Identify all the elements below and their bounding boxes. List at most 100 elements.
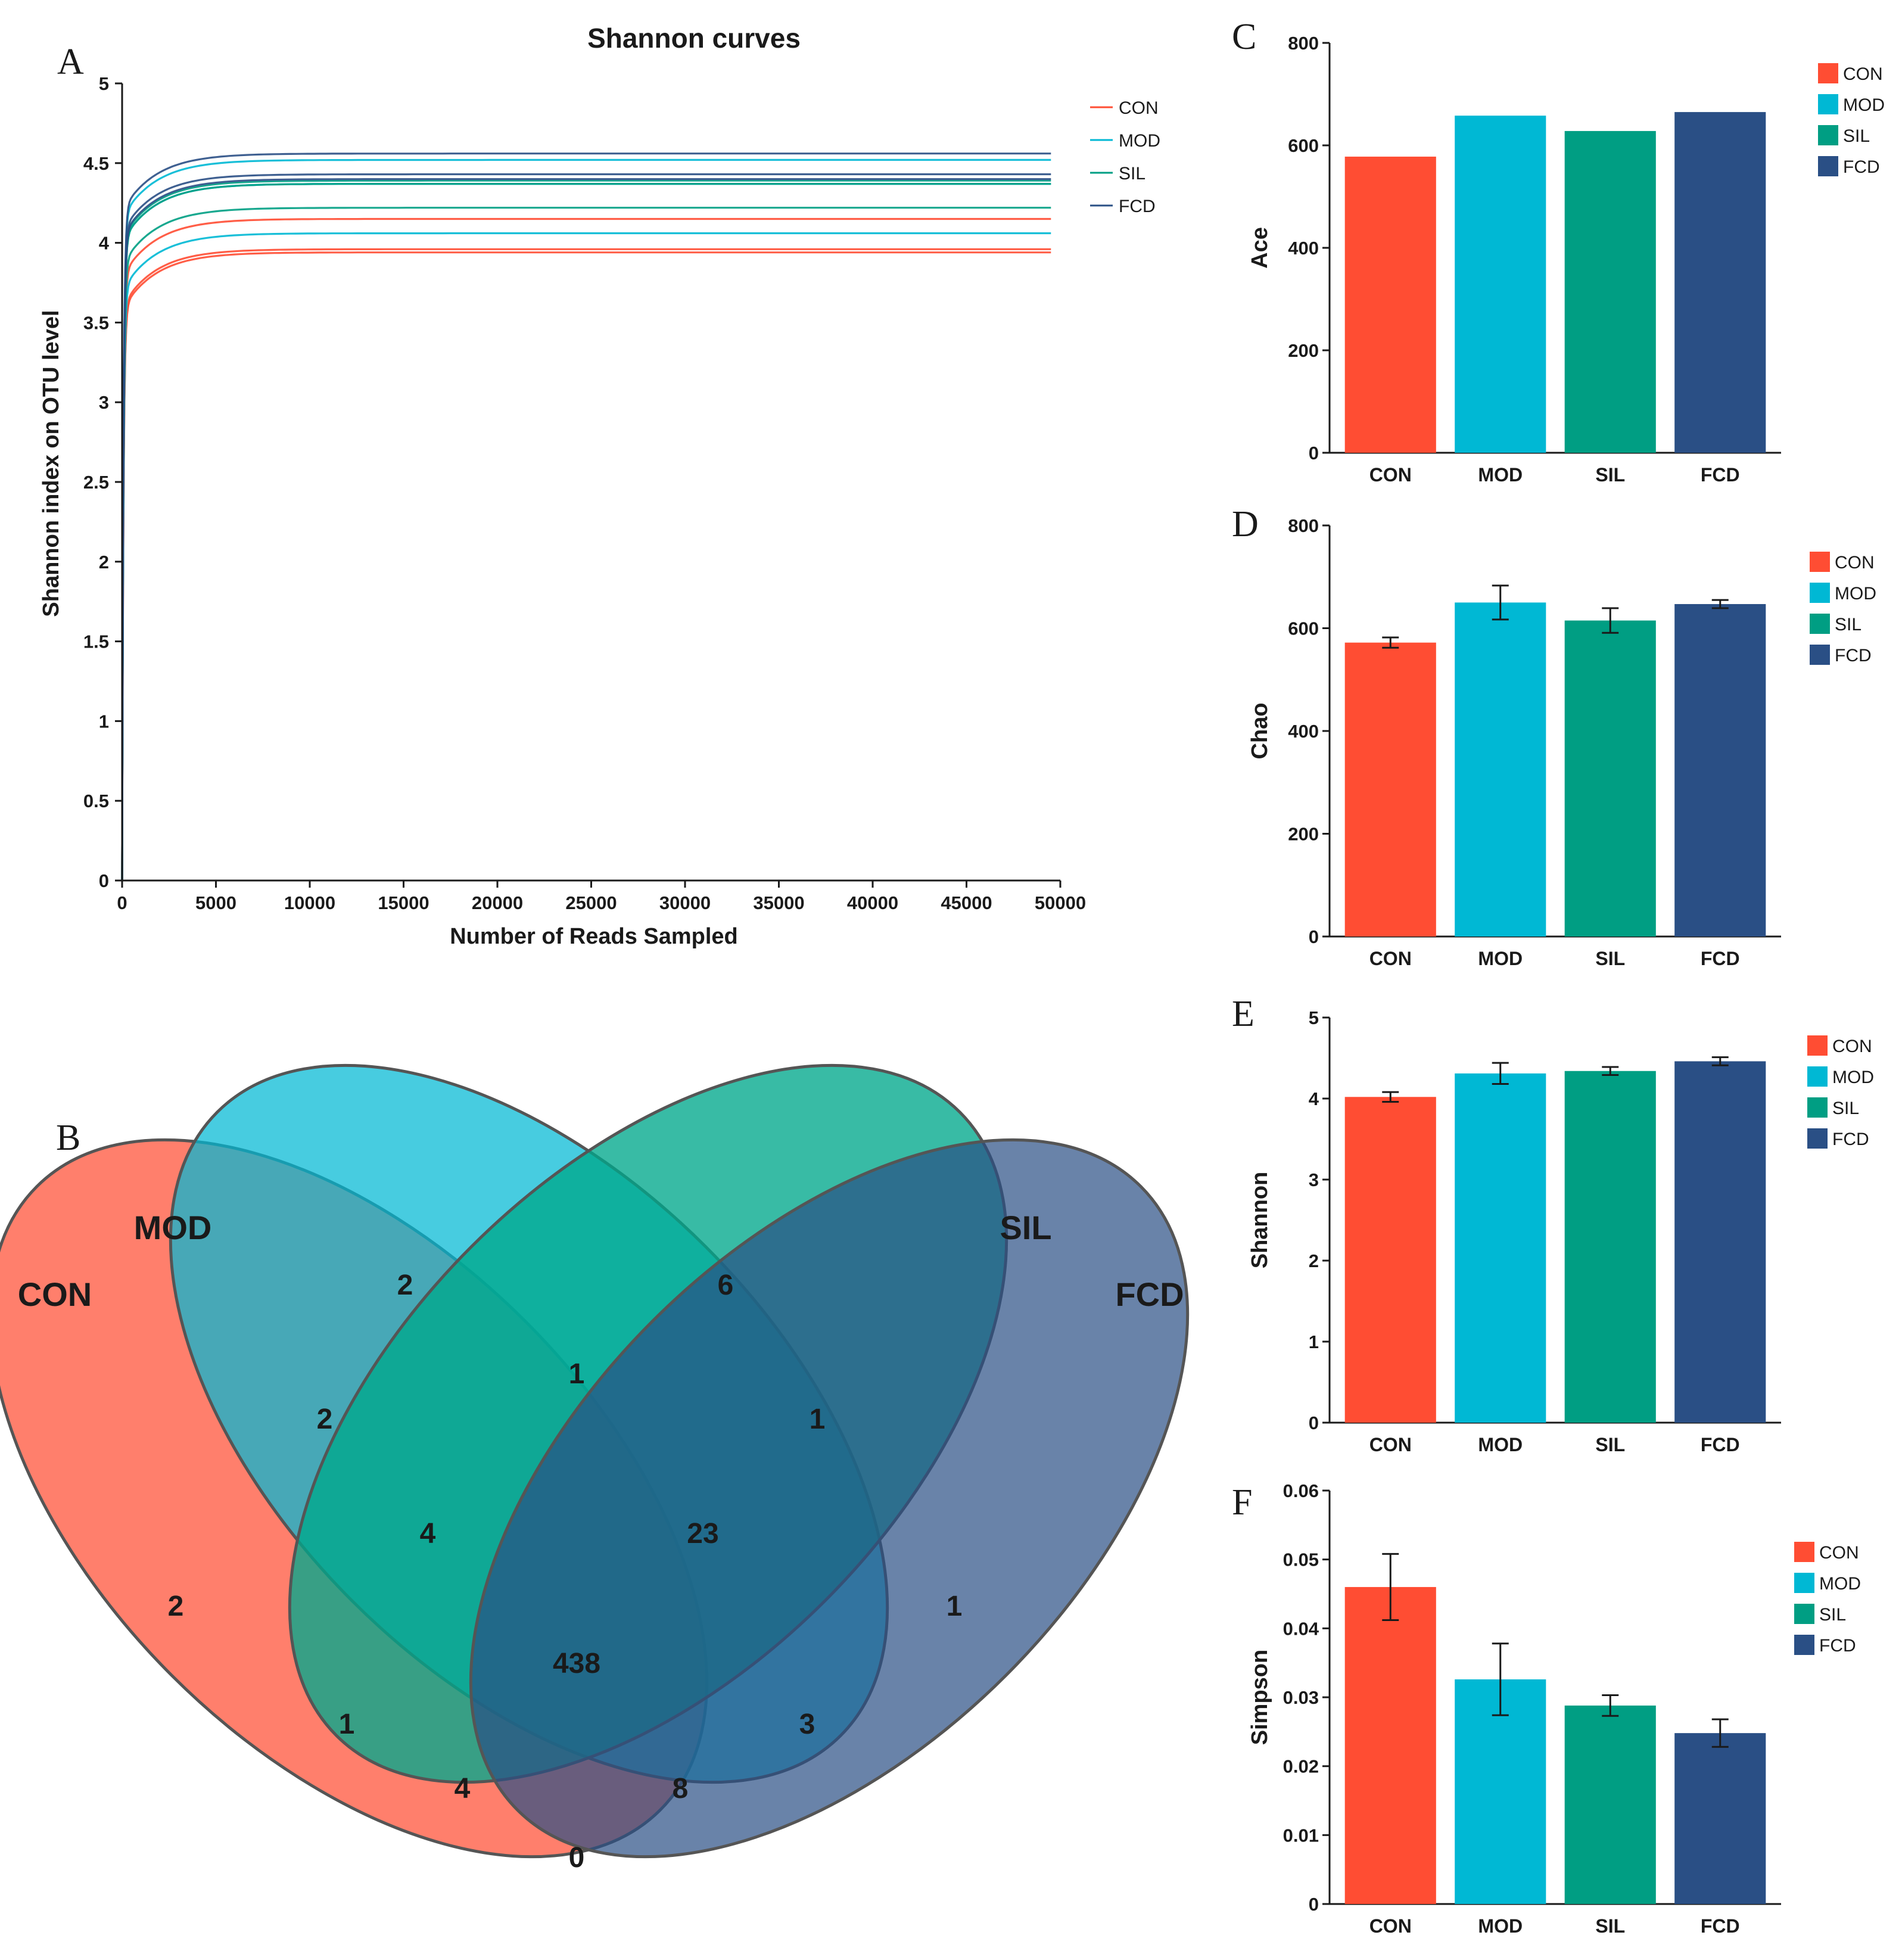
panel-a-shannon-curves: Shannon curves 0 5000 10000 15000 20000 25000… (39, 23, 1160, 949)
shannon-y-tick-label: 5 (99, 73, 109, 94)
shannon-curve-fcd-3 (121, 153, 1051, 881)
shannon-x-tick-label: 0 (117, 892, 127, 913)
venn-set-label-mod: MOD (134, 1209, 212, 1246)
ace-legend-label-fcd: FCD (1843, 157, 1880, 177)
simpson-bar-mod (1455, 1679, 1546, 1904)
panel-b-venn-diagram: MOD CON SIL FCD 2 2 6 1 2 1 1 4 23 438 1… (0, 1063, 1190, 1874)
panel-e-shannon-bar-chart: 0 1 2 3 4 5 CON MOD SIL FCD Shannon CON MOD SIL FCD (1247, 1007, 1874, 1455)
shannon-y-tick-label: 2 (1309, 1250, 1319, 1271)
simpson-bar-con (1344, 1586, 1436, 1904)
shannon-legend-swatch-con (1807, 1035, 1828, 1056)
panel-letter-e: E (1232, 994, 1254, 1034)
shannon-legend-label-fcd: FCD (1119, 197, 1156, 216)
chao-bar-mod (1455, 602, 1546, 937)
shannon-legend-swatch-mod (1807, 1066, 1828, 1087)
shannon-curve-lines (121, 153, 1051, 881)
panel-letter-c: C (1232, 17, 1256, 57)
ace-y-tick-label: 600 (1288, 135, 1319, 156)
ace-legend-label-mod: MOD (1843, 95, 1885, 115)
venn-count-con-mod-sil: 4 (420, 1518, 436, 1550)
ace-legend-swatch-mod (1818, 94, 1838, 114)
shannon-y-tick-label: 3 (1309, 1169, 1319, 1190)
simpson-category-label-mod: MOD (1478, 1915, 1523, 1937)
shannon-category-label-fcd: FCD (1701, 1434, 1740, 1455)
ace-category-label-con: CON (1369, 464, 1412, 486)
shannon-x-tick-label: 15000 (378, 892, 429, 913)
panel-c-ace-bar-chart: 0 200 400 600 800 CON MOD SIL FCD Ace CON MOD SIL FCD (1247, 33, 1885, 486)
shannon-y-tick-label: 4 (99, 233, 110, 254)
panel-letter-f: F (1232, 1482, 1252, 1523)
shannon-x-tick-label: 50000 (1035, 892, 1086, 913)
ace-category-label-mod: MOD (1478, 464, 1523, 486)
shannon-y-tick-label: 1 (99, 711, 109, 732)
venn-count-con-fcd: 0 (569, 1842, 585, 1874)
ace-legend-label-sil: SIL (1843, 126, 1870, 146)
venn-count-con-mod: 2 (317, 1404, 333, 1435)
chao-category-label-con: CON (1369, 948, 1412, 969)
venn-set-label-fcd: FCD (1115, 1275, 1184, 1313)
simpson-y-tick-label: 0.05 (1283, 1550, 1319, 1570)
simpson-y-tick-label: 0.03 (1283, 1687, 1319, 1708)
venn-count-fcd-only: 1 (947, 1591, 963, 1622)
ace-bar-mod (1455, 116, 1546, 453)
chao-y-tick-label: 400 (1288, 721, 1319, 742)
chao-y-axis-label: Chao (1247, 703, 1272, 760)
shannon-y-tick-label: 2.5 (83, 472, 109, 493)
shannon-x-tick-label: 40000 (847, 892, 898, 913)
chao-y-tick-label: 0 (1309, 926, 1319, 947)
venn-set-label-con: CON (18, 1275, 92, 1313)
panel-letter-a: A (57, 42, 84, 82)
venn-count-mod-fcd: 3 (799, 1709, 815, 1740)
shannon-y-tick-label: 0.5 (83, 791, 109, 811)
simpson-legend-swatch-con (1794, 1542, 1814, 1562)
simpson-legend-label-con: CON (1819, 1543, 1859, 1563)
chao-y-tick-label: 600 (1288, 618, 1319, 639)
shannon-bar-mod (1455, 1073, 1546, 1423)
chao-category-label-mod: MOD (1478, 948, 1523, 969)
chao-category-label-sil: SIL (1595, 948, 1625, 969)
venn-count-sil-fcd: 1 (810, 1404, 826, 1435)
ace-y-tick-label: 800 (1288, 33, 1319, 54)
panel-f-simpson-bar-chart: 0 0.01 0.02 0.03 0.04 0.05 0.06 CON MOD SIL FCD Sim… (1247, 1480, 1861, 1937)
venn-count-all: 438 (553, 1648, 600, 1679)
simpson-legend-label-fcd: FCD (1819, 1636, 1856, 1656)
simpson-legend-label-mod: MOD (1819, 1574, 1861, 1594)
shannon-legend-label-con: CON (1119, 98, 1159, 118)
shannon-bar-sil (1564, 1071, 1656, 1423)
shannon-x-tick-label: 30000 (659, 892, 711, 913)
venn-count-con-mod-fcd: 8 (673, 1773, 689, 1805)
chao-legend-swatch-con (1810, 552, 1830, 572)
shannon-curve-mod-3 (121, 158, 1051, 881)
venn-set-label-sil: SIL (1000, 1209, 1051, 1246)
venn-count-mod-sil: 1 (569, 1358, 585, 1390)
ace-y-axis-label: Ace (1247, 227, 1272, 269)
shannon-y-tick-label: 1.5 (83, 631, 109, 652)
shannon-y-tick-label: 0 (99, 870, 109, 891)
shannon-bar-con (1344, 1097, 1436, 1423)
shannon-legend-label-mod: MOD (1832, 1068, 1874, 1087)
chao-y-tick-label: 200 (1288, 824, 1319, 845)
venn-count-con-only: 2 (168, 1591, 184, 1622)
panel-d-chao-bar-chart: 0 200 400 600 800 CON MOD SIL FCD Chao CON MOD SIL FC… (1247, 515, 1876, 969)
simpson-y-tick-label: 0.06 (1283, 1480, 1319, 1501)
shannon-category-label-mod: MOD (1478, 1434, 1523, 1455)
shannon-curve-fcd-1 (121, 178, 1051, 881)
chao-legend-swatch-sil (1810, 614, 1830, 634)
chao-legend-label-mod: MOD (1835, 584, 1876, 603)
ace-bar-fcd (1674, 112, 1766, 453)
shannon-y-tick-label: 3 (99, 392, 109, 413)
ace-legend-swatch-fcd (1818, 156, 1838, 176)
simpson-category-label-fcd: FCD (1701, 1915, 1740, 1937)
shannon-x-tick-label: 35000 (753, 892, 804, 913)
chao-bar-sil (1564, 620, 1656, 937)
chao-legend-label-con: CON (1835, 553, 1875, 573)
shannon-legend-label-con: CON (1832, 1037, 1872, 1056)
simpson-bar-sil (1564, 1705, 1656, 1904)
shannon-legend-label-mod: MOD (1119, 131, 1160, 151)
ace-bar-sil (1564, 130, 1656, 453)
ace-bar-con (1344, 156, 1436, 453)
shannon-x-tick-label: 20000 (472, 892, 523, 913)
simpson-legend-swatch-sil (1794, 1604, 1814, 1624)
chao-legend-label-fcd: FCD (1835, 646, 1872, 665)
venn-ellipse-fcd (469, 1138, 1190, 1859)
